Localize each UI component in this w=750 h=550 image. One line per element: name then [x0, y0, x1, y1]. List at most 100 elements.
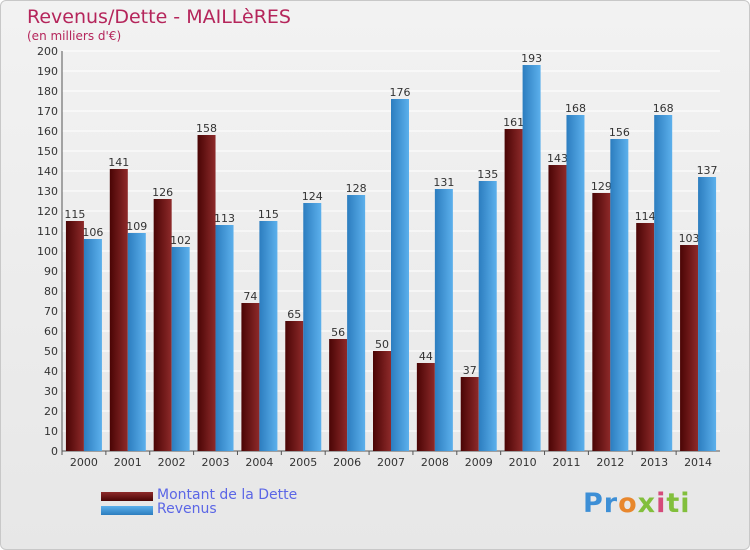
data-label: 56 — [331, 326, 345, 339]
logo-part: o — [618, 488, 638, 519]
bar-revenue — [171, 247, 190, 451]
x-tick-label: 2009 — [465, 456, 493, 469]
data-label: 193 — [521, 52, 542, 65]
data-label: 44 — [419, 350, 433, 363]
bar-revenue — [303, 203, 322, 451]
y-tick-label: 70 — [44, 305, 58, 318]
x-tick-label: 2003 — [202, 456, 230, 469]
data-label: 129 — [591, 180, 612, 193]
data-label: 126 — [152, 186, 173, 199]
y-tick-label: 60 — [44, 325, 58, 338]
proxiti-logo: Proxiti — [583, 488, 691, 519]
bar-revenue — [434, 189, 453, 451]
bar-debt — [416, 363, 435, 451]
bar-debt — [592, 193, 611, 451]
bar-debt — [285, 321, 304, 451]
data-label: 106 — [82, 226, 103, 239]
data-label: 131 — [433, 176, 454, 189]
data-label: 176 — [390, 86, 411, 99]
logo-part: i — [656, 488, 667, 519]
y-tick-label: 0 — [51, 445, 58, 458]
bar-revenue — [478, 181, 497, 451]
data-label: 124 — [302, 190, 323, 203]
data-label: 156 — [609, 126, 630, 139]
data-label: 168 — [565, 102, 586, 115]
legend-swatch-revenue — [101, 506, 153, 515]
x-tick-label: 2002 — [158, 456, 186, 469]
bar-revenue — [522, 65, 541, 451]
legend-swatch-debt — [101, 492, 153, 501]
data-label: 109 — [126, 220, 147, 233]
bar-debt — [329, 339, 348, 451]
y-tick-label: 20 — [44, 405, 58, 418]
legend-label-debt: Montant de la Dette — [157, 487, 298, 503]
x-tick-label: 2004 — [245, 456, 273, 469]
y-tick-label: 130 — [37, 185, 58, 198]
bar-revenue — [259, 221, 278, 451]
bar-debt — [373, 351, 391, 451]
x-tick-label: 2006 — [333, 456, 361, 469]
x-tick-label: 2010 — [509, 456, 537, 469]
data-label: 115 — [64, 208, 85, 221]
bar-revenue — [610, 139, 629, 451]
bar-debt — [680, 245, 699, 451]
bar-revenue — [566, 115, 585, 451]
y-tick-label: 200 — [37, 45, 58, 58]
x-tick-label: 2013 — [640, 456, 668, 469]
y-tick-label: 120 — [37, 205, 58, 218]
y-tick-label: 160 — [37, 125, 58, 138]
data-label: 158 — [196, 122, 217, 135]
x-tick-label: 2005 — [289, 456, 317, 469]
data-label: 141 — [108, 156, 129, 169]
bar-debt — [504, 129, 523, 451]
y-tick-label: 140 — [37, 165, 58, 178]
y-tick-label: 30 — [44, 385, 58, 398]
y-tick-label: 190 — [37, 65, 58, 78]
logo-part: x — [637, 488, 657, 519]
data-label: 102 — [170, 234, 191, 247]
bar-revenue — [391, 99, 409, 451]
y-tick-label: 150 — [37, 145, 58, 158]
bar-revenue — [215, 225, 234, 451]
y-tick-label: 50 — [44, 345, 58, 358]
y-tick-label: 80 — [44, 285, 58, 298]
x-tick-label: 2000 — [70, 456, 98, 469]
data-label: 50 — [375, 338, 389, 351]
data-label: 161 — [503, 116, 524, 129]
bar-debt — [197, 135, 216, 451]
y-tick-label: 90 — [44, 265, 58, 278]
data-label: 143 — [547, 152, 568, 165]
bar-debt — [153, 199, 172, 451]
y-tick-label: 10 — [44, 425, 58, 438]
y-tick-label: 170 — [37, 105, 58, 118]
bar-debt — [109, 169, 128, 451]
chart-title: Revenus/Dette - MAILLèRES — [27, 6, 291, 28]
data-label: 103 — [679, 232, 700, 245]
x-tick-label: 2001 — [114, 456, 142, 469]
x-tick-label: 2012 — [596, 456, 624, 469]
y-tick-label: 100 — [37, 245, 58, 258]
data-label: 135 — [477, 168, 498, 181]
data-label: 115 — [258, 208, 279, 221]
legend-label-revenue: Revenus — [157, 501, 217, 517]
bar-debt — [460, 377, 479, 451]
y-tick-label: 40 — [44, 365, 58, 378]
x-tick-label: 2011 — [552, 456, 580, 469]
x-tick-label: 2008 — [421, 456, 449, 469]
y-tick-label: 110 — [37, 225, 58, 238]
bar-debt — [636, 223, 655, 451]
bar-debt — [548, 165, 567, 451]
data-label: 65 — [287, 308, 301, 321]
x-tick-label: 2014 — [684, 456, 712, 469]
data-label: 74 — [243, 290, 257, 303]
bar-debt — [241, 303, 260, 451]
data-label: 37 — [463, 364, 477, 377]
logo-part: Pr — [583, 488, 619, 519]
data-label: 168 — [653, 102, 674, 115]
bar-revenue — [83, 239, 102, 451]
bar-revenue — [347, 195, 366, 451]
bar-revenue — [127, 233, 146, 451]
x-tick-label: 2007 — [377, 456, 405, 469]
